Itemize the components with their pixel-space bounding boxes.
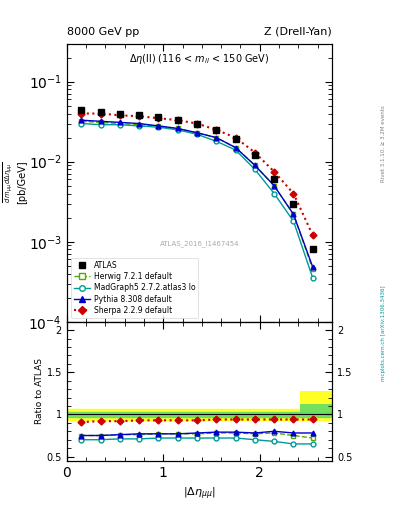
Legend: ATLAS, Herwig 7.2.1 default, MadGraph5 2.7.2.atlas3 lo, Pythia 8.308 default, Sh: ATLAS, Herwig 7.2.1 default, MadGraph5 2… [71, 258, 198, 318]
Text: 8000 GeV pp: 8000 GeV pp [67, 27, 139, 37]
Text: Z (Drell-Yan): Z (Drell-Yan) [264, 27, 332, 37]
Text: $\Delta\eta$(ll) (116 < $m_{ll}$ < 150 GeV): $\Delta\eta$(ll) (116 < $m_{ll}$ < 150 G… [129, 52, 270, 66]
Text: mcplots.cern.ch [arXiv:1306.3436]: mcplots.cern.ch [arXiv:1306.3436] [381, 285, 386, 380]
Text: Rivet 3.1.10, ≥ 3.2M events: Rivet 3.1.10, ≥ 3.2M events [381, 105, 386, 182]
Bar [67, 412, 332, 417]
Text: ATLAS_2016_I1467454: ATLAS_2016_I1467454 [160, 241, 239, 247]
Bar [67, 409, 332, 420]
X-axis label: $|\Delta\eta_{\mu\mu}|$: $|\Delta\eta_{\mu\mu}|$ [183, 485, 216, 502]
Y-axis label: $\frac{d^2\sigma}{d\,m_{\mu\mu}\,d\Delta\eta_{\mu\mu}}$
[pb/GeV]: $\frac{d^2\sigma}{d\,m_{\mu\mu}\,d\Delta… [0, 161, 27, 204]
Bar [300, 404, 332, 414]
Bar [300, 391, 332, 414]
Y-axis label: Ratio to ATLAS: Ratio to ATLAS [35, 358, 44, 424]
